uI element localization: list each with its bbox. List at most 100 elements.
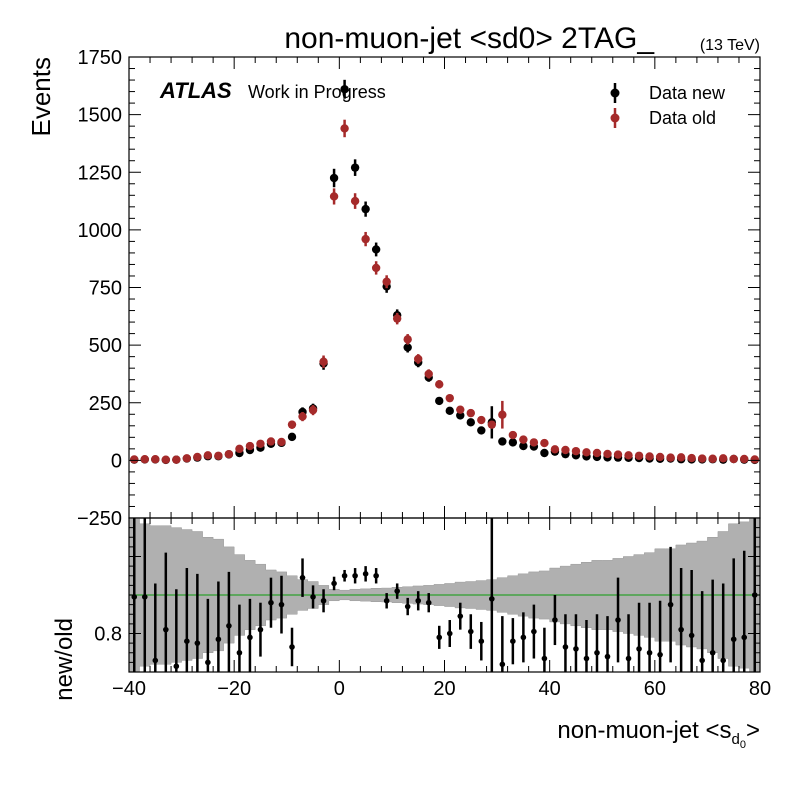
ratio-point [341,572,348,579]
data-point [634,451,644,460]
data-point [151,455,160,464]
data-point [308,405,318,415]
data-point [340,85,349,94]
ratio-point [489,596,495,602]
data-point [371,245,381,254]
chart-title: non-muon-jet <sd0> 2TAG_ [284,22,655,55]
ratio-point [278,601,285,608]
data-point [603,449,612,459]
x-axis-label: non-muon-jet <sd0> [557,717,760,751]
ratio-point [478,638,485,644]
data-point [508,430,518,440]
data-point [750,455,759,464]
data-point [266,437,276,446]
ratio-point [562,644,569,650]
ratio-point [226,623,232,629]
data-point [456,405,465,414]
data-point [508,438,518,447]
main-y-tick-label: 1500 [78,105,123,127]
x-axis-label-main: non-muon-jet <s [557,717,731,744]
data-point [329,192,339,201]
data-point [624,451,633,460]
data-point [371,263,381,273]
x-axis-label-close: > [746,717,760,744]
legend-marker-data-new [610,88,620,98]
ratio-point [667,601,674,608]
ratio-y-tick-labels: 0.8 [94,624,122,646]
legend-entry-data-new: Data new [610,83,726,103]
data-point [445,406,454,416]
data-point [519,441,528,451]
data-point [445,393,454,403]
ratio-point [531,628,537,635]
ratio-point [625,655,632,662]
ratio-point [457,613,464,619]
data-point [161,455,171,464]
data-point [540,438,549,448]
x-tick-label: 40 [539,678,561,700]
ratio-point [131,594,138,600]
main-y-tick-label: 250 [89,393,122,415]
data-point [487,420,497,429]
main-y-tick-label: 750 [89,278,122,300]
x-tick-label: −20 [217,678,251,700]
ratio-y-axis-label: new/old [51,618,78,701]
ratio-point [163,626,169,633]
main-y-tick-labels: −250 0 250 500 750 1000 1250 1500 1750 [77,47,122,530]
main-y-axis-label: Events [26,57,56,137]
data-point [277,437,286,447]
ratio-point [688,632,695,639]
main-y-tick-label: 1250 [78,162,123,184]
data-point [561,445,570,455]
x-axis-label-subsub: 0 [740,739,746,751]
x-tick-label: −40 [112,678,146,700]
ratio-point [205,659,211,666]
data-point [424,369,433,379]
data-point [529,438,539,447]
ratio-point [184,638,190,644]
ratio-point [709,649,716,656]
data-point [498,437,507,446]
data-point [403,335,412,344]
ratio-point [331,580,337,587]
status-label: Work in Progress [248,82,386,102]
data-point [708,454,717,463]
ratio-point [678,626,684,633]
data-point [655,452,665,462]
ratio-point [604,653,611,660]
series-data-old [130,119,759,464]
ratio-point [404,603,411,610]
data-point [350,196,360,206]
ratio-point [510,638,516,644]
ratio-point [499,661,506,668]
ratio-point [236,649,243,656]
data-point [224,449,234,459]
data-point [687,453,696,463]
ratio-point [636,646,642,652]
ratio-point [194,640,201,646]
data-point [571,446,581,456]
ratio-point [152,657,159,664]
data-point [729,454,738,464]
data-point [550,445,560,454]
legend-label-data-old: Data old [649,108,716,128]
data-point [361,204,370,214]
data-point [645,452,654,461]
data-point [666,453,675,462]
ratio-point [394,588,400,594]
main-y-tick-label: 0 [111,450,122,472]
ratio-point [741,634,748,641]
data-point [193,452,202,462]
ratio-axes-frame [128,517,761,673]
x-tick-label: 60 [644,678,666,700]
data-point [392,314,402,323]
ratio-point [720,657,726,664]
ratio-point [141,594,148,600]
main-y-tick-label: −250 [77,508,122,530]
data-point [245,441,255,451]
ratio-point [615,617,621,623]
ratio-point [362,571,369,577]
ratio-point [730,636,737,643]
main-plot-area [130,79,759,465]
